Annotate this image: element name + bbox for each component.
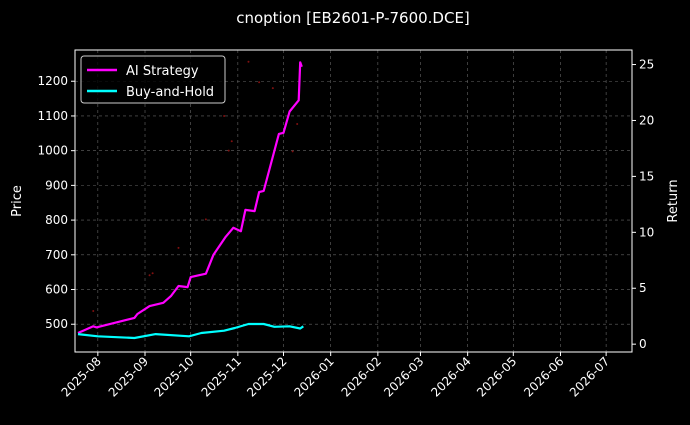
price-point <box>148 274 151 277</box>
y-tick-label: 700 <box>45 248 68 262</box>
x-tick-label: 2025-08 <box>59 354 104 399</box>
chart-title: cnoption [EB2601-P-7600.DCE] <box>236 9 470 27</box>
x-tick-label: 2026-01 <box>291 354 336 399</box>
price-point <box>258 81 261 84</box>
y2-tick-label: 0 <box>639 337 647 351</box>
series-line-ai-strategy <box>77 61 303 335</box>
y2-tick-label: 25 <box>639 58 654 72</box>
price-point <box>92 310 95 313</box>
x-tick-label: 2025-10 <box>151 354 196 399</box>
y-tick-label: 800 <box>45 213 68 227</box>
x-tick-label: 2025-09 <box>106 354 151 399</box>
y-tick-label: 1200 <box>37 74 68 88</box>
price-point <box>230 140 233 143</box>
x-tick-label: 2026-02 <box>339 354 384 399</box>
series-layer <box>77 60 304 340</box>
y2-tick-label: 20 <box>639 113 654 127</box>
legend-label-buy-and-hold: Buy-and-Hold <box>126 85 214 100</box>
y-tick-label: 600 <box>45 283 68 297</box>
x-tick-label: 2026-03 <box>381 354 426 399</box>
grid <box>75 50 632 352</box>
y-tick-label: 900 <box>45 178 68 192</box>
axes: 2025-08 2025-09 2025-10 2025-11 2025-12 2026-… <box>37 58 654 400</box>
y2-tick-label: 5 <box>639 281 647 295</box>
price-point <box>247 60 250 63</box>
x-tick-label: 2026-04 <box>428 354 473 399</box>
y2-axis-label: Return <box>666 179 681 222</box>
price-point <box>151 272 154 275</box>
y-axis-label: Price <box>10 185 25 217</box>
y2-tick-label: 15 <box>639 169 654 183</box>
x-tick-label: 2025-11 <box>199 354 244 399</box>
plot-frame <box>74 49 633 353</box>
price-point <box>227 149 230 152</box>
price-point <box>291 150 294 153</box>
x-tick-label: 2025-12 <box>244 354 289 399</box>
y-tick-label: 1100 <box>37 109 68 123</box>
price-point <box>204 218 207 221</box>
series-line-buy-and-hold <box>77 322 304 340</box>
y2-tick-label: 10 <box>639 225 654 239</box>
x-tick-label: 2026-05 <box>474 354 519 399</box>
legend-label-ai-strategy: AI Strategy <box>126 64 199 79</box>
x-tick-label: 2026-07 <box>567 354 612 399</box>
price-point <box>223 114 226 117</box>
y-tick-label: 1000 <box>37 144 68 158</box>
price-point <box>296 122 299 125</box>
price-point <box>271 87 274 90</box>
price-point <box>177 246 180 249</box>
x-tick-label: 2026-06 <box>521 354 566 399</box>
legend: AI Strategy Buy-and-Hold <box>80 55 226 104</box>
y-tick-label: 500 <box>45 317 68 331</box>
